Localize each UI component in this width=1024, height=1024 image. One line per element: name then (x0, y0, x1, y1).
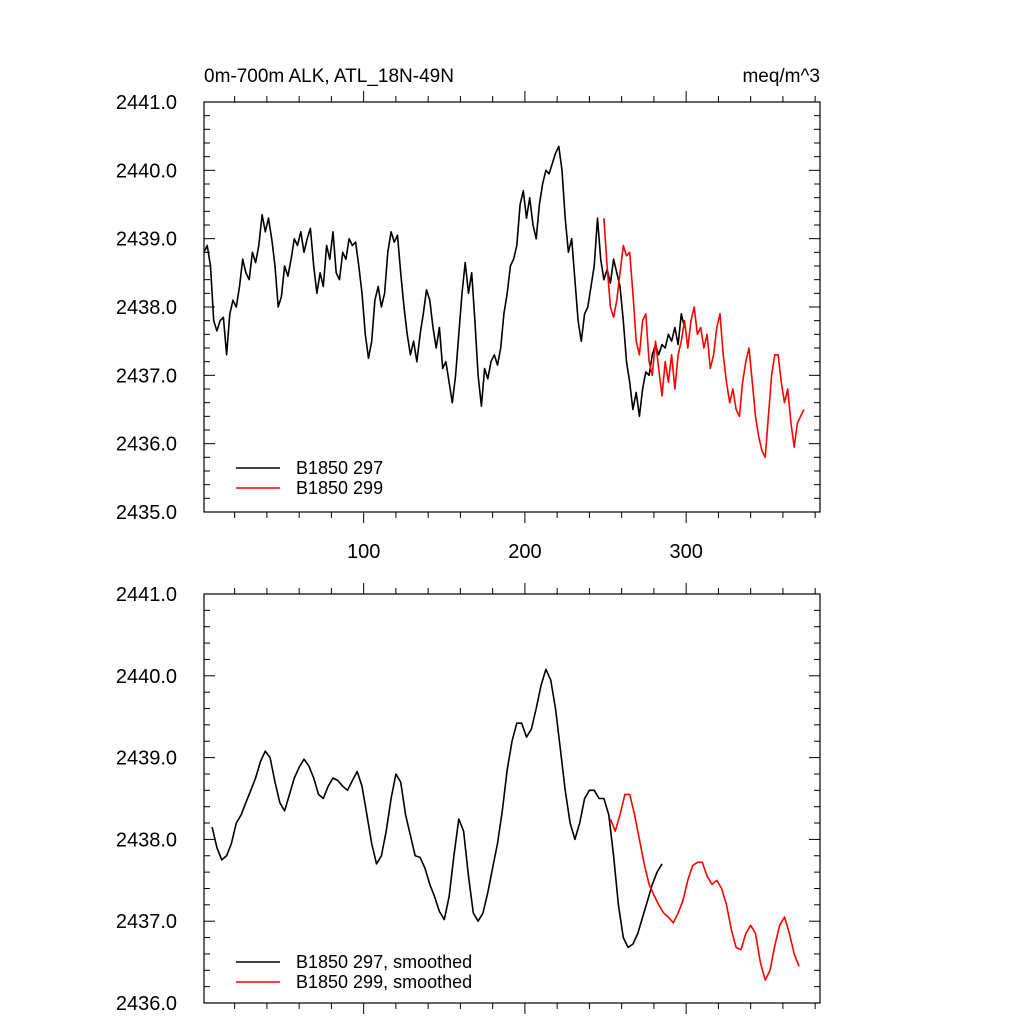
top-y-tick-label: 2437.0 (116, 365, 177, 387)
bottom-series-line-red (609, 793, 800, 981)
top-x-tick-label: 300 (669, 541, 702, 563)
top-y-tick-label: 2441.0 (116, 92, 177, 114)
bottom-y-tick-label: 2436.0 (116, 993, 177, 1015)
top-legend-label: B1850 299 (296, 478, 383, 498)
top-y-tick-label: 2440.0 (116, 160, 177, 182)
top-series-line-red (603, 218, 805, 459)
bottom-legend-label: B1850 299, smoothed (296, 972, 472, 992)
bottom-panel: 2436.0 2437.0 2438.0 2439.0 2440.0 2441.0 B185… (116, 583, 821, 1015)
bottom-series-line-black (211, 668, 663, 949)
bottom-y-tick-label: 2441.0 (116, 584, 177, 606)
top-legend-label: B1850 297 (296, 458, 383, 478)
top-y-tick-label: 2439.0 (116, 229, 177, 251)
top-chart-title: 0m-700m ALK, ATL_18N-49N (204, 66, 454, 87)
top-x-tick-label: 100 (347, 541, 380, 563)
bottom-y-tick-label: 2437.0 (116, 911, 177, 933)
top-panel: 2435.0 2436.0 2437.0 2438.0 2439.0 2440.0 2441… (116, 91, 821, 563)
top-y-tick-label: 2438.0 (116, 297, 177, 319)
bottom-y-tick-label: 2439.0 (116, 748, 177, 770)
top-series-line-black (204, 145, 686, 418)
top-y-tick-label: 2436.0 (116, 434, 177, 456)
top-chart-units: meq/m^3 (742, 66, 820, 87)
bottom-legend-label: B1850 297, smoothed (296, 952, 472, 972)
top-y-tick-label: 2435.0 (116, 502, 177, 524)
bottom-y-tick-label: 2440.0 (116, 666, 177, 688)
bottom-y-tick-label: 2438.0 (116, 829, 177, 851)
top-x-tick-label: 200 (508, 541, 541, 563)
bottom-plot-frame (203, 593, 821, 1004)
